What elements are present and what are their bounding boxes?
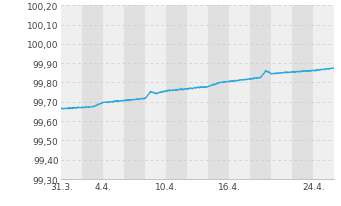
- Bar: [292, 6, 313, 179]
- Bar: [124, 6, 145, 179]
- Bar: [208, 6, 229, 179]
- Bar: [229, 6, 250, 179]
- Bar: [166, 6, 187, 179]
- Bar: [103, 6, 124, 179]
- Bar: [187, 6, 208, 179]
- Bar: [83, 6, 103, 179]
- Bar: [271, 6, 292, 179]
- Bar: [313, 6, 334, 179]
- Bar: [61, 6, 83, 179]
- Bar: [145, 6, 166, 179]
- Bar: [250, 6, 271, 179]
